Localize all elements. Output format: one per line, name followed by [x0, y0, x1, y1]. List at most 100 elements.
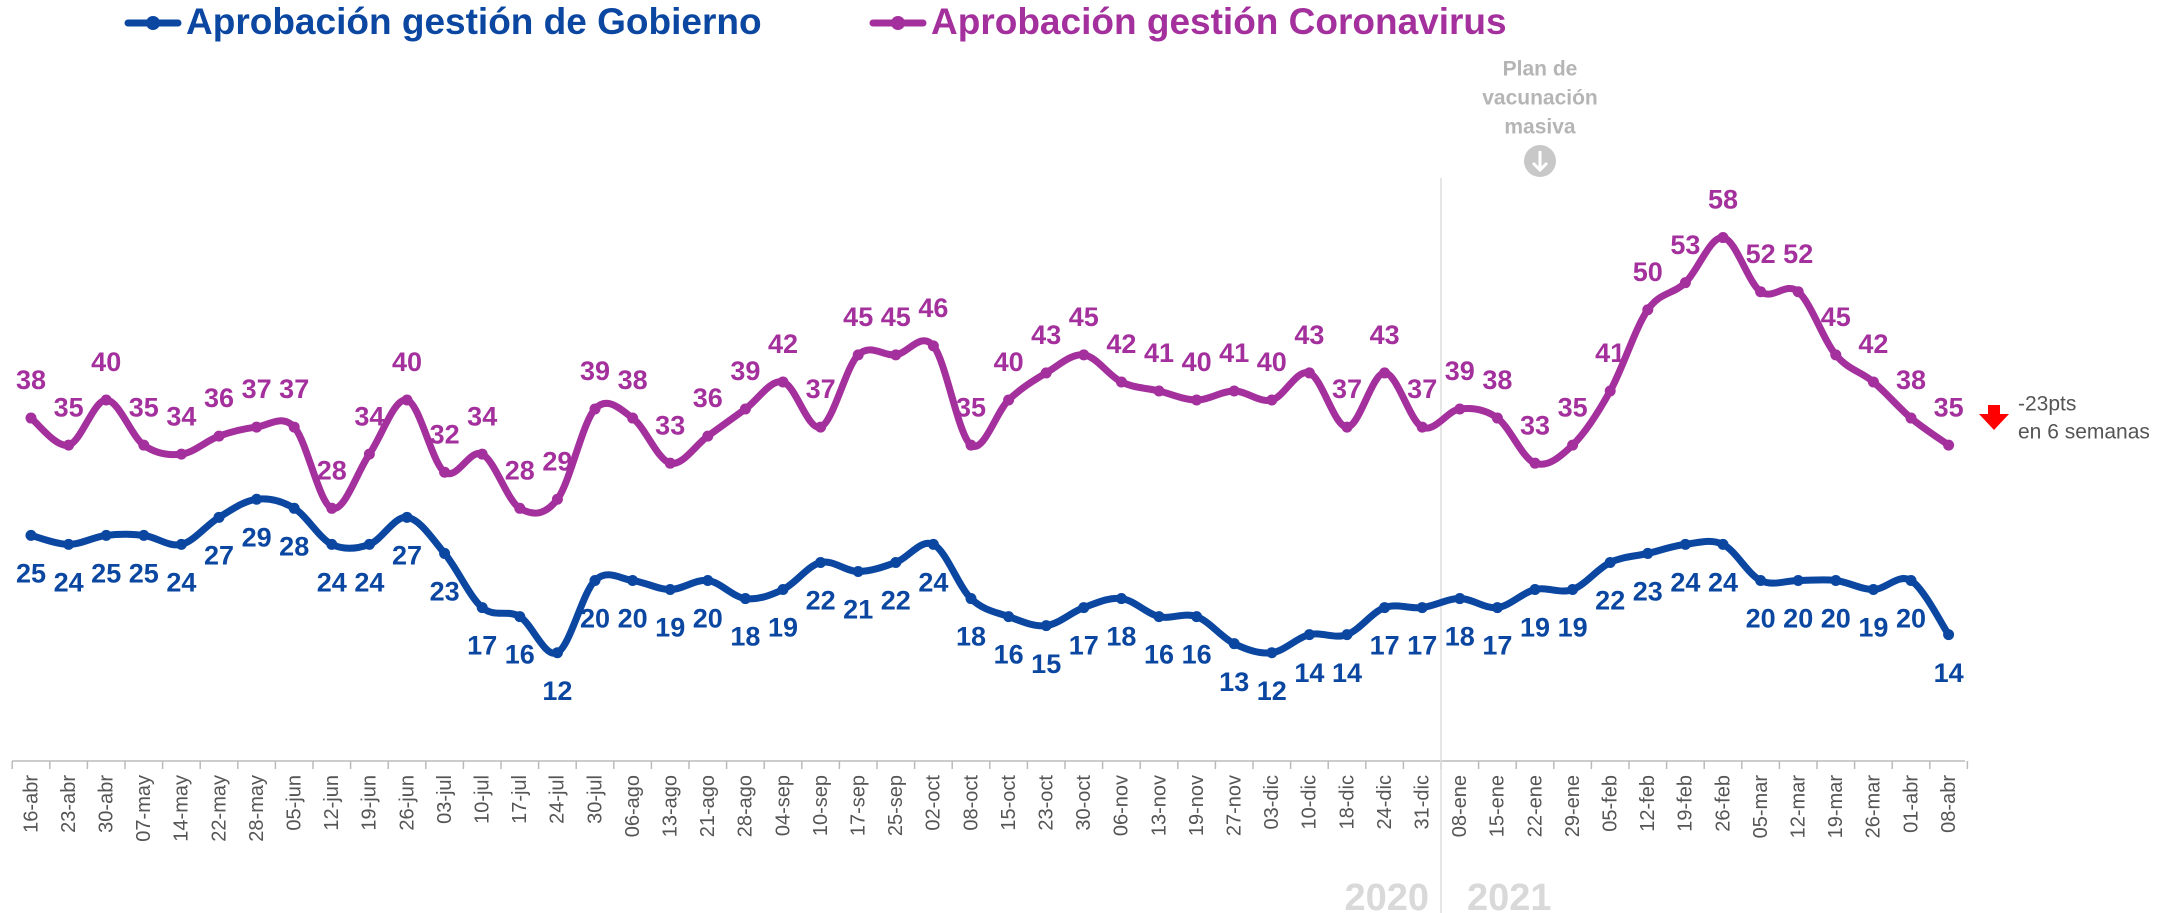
x-tick-label: 10-dic [1299, 775, 1321, 829]
marker [890, 349, 902, 361]
value-label: 43 [1370, 320, 1400, 350]
value-label: 52 [1783, 239, 1813, 269]
marker [589, 403, 601, 415]
x-tick-label: 19-feb [1675, 775, 1697, 832]
value-label: 24 [317, 568, 347, 598]
value-label: 14 [1934, 658, 1964, 688]
marker [514, 502, 526, 514]
value-label: 18 [956, 622, 986, 652]
value-label: 16 [1182, 640, 1212, 670]
marker [1040, 620, 1052, 632]
value-label: 25 [16, 559, 46, 589]
marker [1228, 385, 1240, 397]
marker [664, 457, 676, 469]
x-tick-label: 02-oct [923, 775, 945, 831]
marker [965, 593, 977, 605]
marker [1830, 575, 1842, 586]
value-label: 29 [542, 446, 572, 476]
x-tick-label: 27-nov [1223, 775, 1245, 836]
annotation: -23pts [2018, 393, 2076, 416]
marker [1078, 349, 1090, 361]
x-tick-label: 05-jun [283, 775, 305, 831]
marker [1717, 538, 1729, 550]
annotation: masiva [1504, 116, 1576, 139]
x-tick-label: 24-jul [547, 775, 569, 824]
value-label: 20 [618, 604, 648, 634]
marker [927, 340, 939, 352]
marker [1303, 629, 1315, 641]
value-label: 42 [1858, 329, 1888, 359]
value-label: 17 [467, 631, 497, 661]
x-tick-label: 19-jun [359, 775, 381, 831]
value-label: 38 [16, 365, 46, 395]
marker [326, 502, 338, 514]
x-tick-label: 03-dic [1261, 775, 1283, 829]
annotation-icon-arrow [1531, 151, 1549, 173]
x-tick-label: 30-oct [1073, 775, 1095, 831]
x-tick-label: 17-jul [509, 775, 531, 824]
marker [1529, 584, 1541, 596]
value-label: 29 [242, 522, 272, 552]
marker [852, 349, 864, 361]
marker [1153, 385, 1165, 397]
x-tick-label: 30-abr [95, 775, 117, 833]
marker [326, 538, 338, 550]
annotation: vacunación [1482, 87, 1598, 110]
marker [1529, 457, 1541, 469]
value-label: 24 [54, 568, 84, 598]
marker [439, 547, 451, 559]
marker [852, 565, 864, 577]
marker [551, 647, 563, 659]
x-tick-label: 31-dic [1411, 775, 1433, 829]
x-tick-label: 22-ene [1524, 775, 1546, 837]
x-tick-label: 13-ago [659, 775, 681, 837]
value-label: 20 [1746, 604, 1776, 634]
value-label: 35 [1558, 392, 1588, 422]
value-label: 58 [1708, 185, 1738, 215]
marker [1567, 584, 1579, 596]
marker [63, 538, 75, 550]
annotation: en 6 semanas [2018, 421, 2150, 444]
marker [815, 421, 827, 433]
value-label: 50 [1633, 257, 1663, 287]
value-label: 40 [1257, 347, 1287, 377]
marker [514, 611, 526, 623]
marker [1266, 394, 1278, 406]
value-label: 36 [204, 383, 234, 413]
marker [1642, 547, 1654, 559]
x-tick-label: 19-nov [1186, 775, 1208, 836]
series-line [30, 495, 1952, 657]
value-label: 34 [166, 401, 196, 431]
value-label: 23 [430, 577, 460, 607]
value-label: 22 [806, 586, 836, 616]
marker [175, 538, 187, 550]
value-label: 16 [505, 640, 535, 670]
x-tick-label: 04-sep [772, 775, 794, 836]
x-tick-label: 22-may [208, 775, 230, 842]
value-label: 32 [430, 419, 460, 449]
value-label: 18 [730, 622, 760, 652]
x-tick-label: 23-oct [1035, 775, 1057, 831]
marker [138, 439, 150, 451]
marker [965, 439, 977, 451]
value-label: 24 [1670, 568, 1700, 598]
marker [1454, 403, 1466, 415]
marker [1905, 412, 1917, 424]
value-label: 39 [580, 356, 610, 386]
x-tick-label: 01-abr [1900, 775, 1922, 833]
marker [1943, 439, 1955, 451]
legend-label: Aprobación gestión Coronavirus [931, 1, 1507, 42]
value-label: 45 [843, 302, 873, 332]
marker [1867, 584, 1879, 596]
value-label: 37 [1407, 374, 1437, 404]
value-label: 24 [1708, 568, 1738, 598]
x-tick-label: 12-mar [1787, 775, 1809, 839]
marker [100, 394, 112, 406]
value-label: 42 [1106, 329, 1136, 359]
marker [251, 421, 263, 433]
marker [1078, 602, 1090, 614]
value-label: 19 [655, 613, 685, 643]
value-label: 45 [1069, 302, 1099, 332]
value-label: 41 [1144, 338, 1174, 368]
value-label: 53 [1670, 230, 1700, 260]
